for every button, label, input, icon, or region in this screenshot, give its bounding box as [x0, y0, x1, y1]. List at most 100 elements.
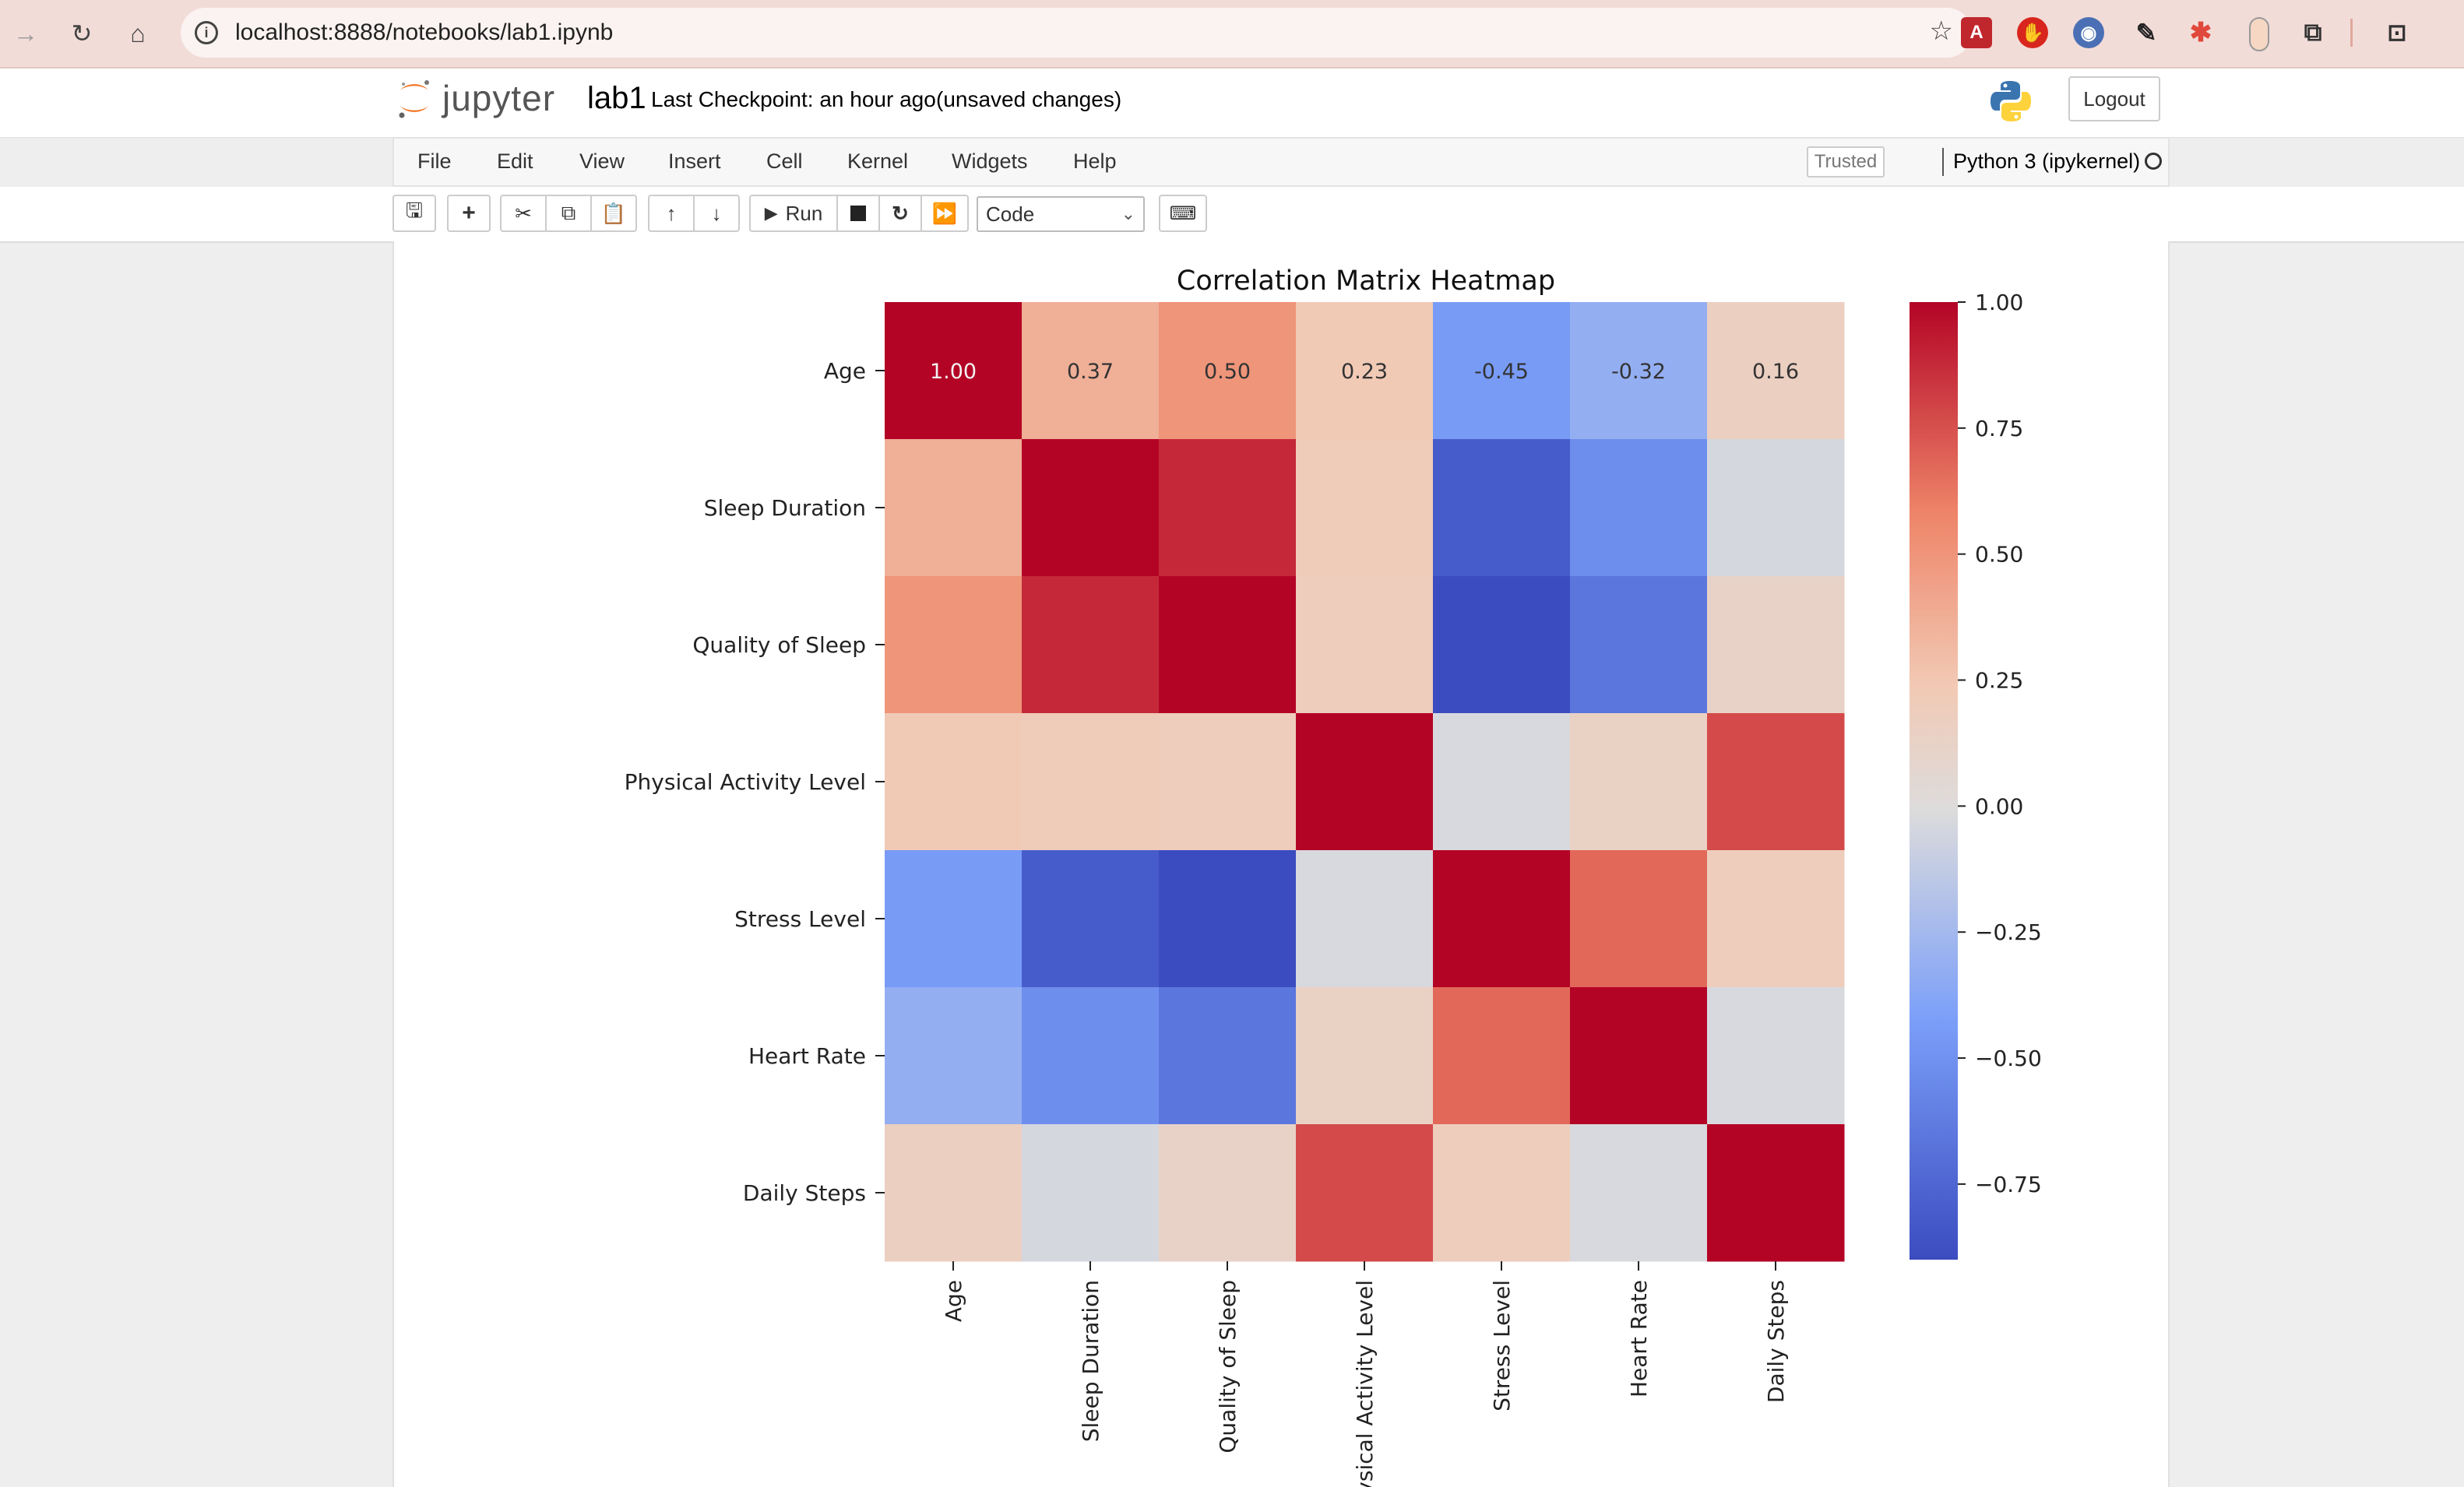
python-logo-icon	[1991, 81, 2031, 121]
trusted-badge[interactable]: Trusted	[1807, 146, 1885, 178]
reload-icon[interactable]: ↻	[71, 19, 93, 47]
heatmap-cell	[1433, 1124, 1571, 1262]
heatmap-cell	[1433, 713, 1571, 851]
url-text: localhost:8888/notebooks/lab1.ipynb	[235, 19, 614, 45]
heatmap-figure: Correlation Matrix Heatmap 1.00 0.37 0.50 0…	[625, 265, 2042, 1487]
heatmap-cell	[1296, 439, 1434, 577]
copy-button[interactable]: ⧉	[545, 195, 592, 232]
save-icon: 🖫	[405, 199, 424, 222]
restart-run-all-button[interactable]: ⏩	[920, 195, 969, 232]
unsaved-status: (unsaved changes)	[936, 87, 1122, 111]
x-tick-label: Stress Level	[1489, 1280, 1515, 1411]
save-button[interactable]: 🖫	[392, 195, 436, 232]
move-up-button[interactable]: ↑	[648, 195, 695, 232]
jupyter-logo[interactable]: jupyter	[397, 76, 555, 120]
jupyter-wordmark: jupyter	[442, 78, 556, 118]
move-up-icon: ↑	[666, 201, 677, 225]
back-arrow-icon[interactable]: →	[13, 19, 38, 47]
heatmap-cell	[1570, 713, 1708, 851]
heatmap-y-labels: Age Sleep Duration Quality of Sleep Physica…	[625, 358, 885, 1206]
cell-annotation: -0.32	[1611, 360, 1666, 384]
x-tick-label: Physical Activity Level	[1352, 1280, 1378, 1487]
menubar: File Edit View Insert Cell Kernel Widget…	[392, 137, 2170, 187]
heatmap-cell	[1296, 850, 1434, 988]
menu-kernel[interactable]: Kernel	[847, 149, 909, 173]
heatmap-cell	[1570, 439, 1708, 577]
add-cell-icon: +	[462, 200, 476, 226]
x-tick-label: Daily Steps	[1763, 1280, 1789, 1403]
home-icon[interactable]: ⌂	[130, 19, 146, 47]
address-bar[interactable]: i localhost:8888/notebooks/lab1.ipynb ☆	[181, 8, 1972, 58]
heatmap-cell	[885, 713, 1023, 851]
y-tick-label: Heart Rate	[748, 1043, 866, 1069]
heatmap-cell	[1570, 302, 1708, 440]
run-label: Run	[785, 201, 823, 225]
heatmap-cell	[1022, 302, 1160, 440]
add-cell-button[interactable]: +	[447, 195, 491, 232]
cell-annotation: 0.16	[1752, 360, 1799, 384]
tab-search-icon[interactable]: ⊡	[2387, 19, 2407, 46]
menu-edit[interactable]: Edit	[497, 149, 533, 173]
y-tick-label: Physical Activity Level	[625, 769, 866, 795]
adblock-extension-icon[interactable]: ✋	[2017, 17, 2048, 48]
heatmap-cell	[1707, 439, 1845, 577]
notebook-toolbar	[0, 187, 2464, 243]
stop-icon	[850, 206, 866, 221]
chevron-down-icon: ⌄	[1121, 204, 1135, 223]
cut-icon: ✂	[515, 201, 532, 225]
y-tick-label: Sleep Duration	[704, 495, 866, 521]
heatmap-cell	[1707, 302, 1845, 440]
menu-cell[interactable]: Cell	[766, 149, 803, 173]
move-down-button[interactable]: ↓	[693, 195, 740, 232]
kernel-divider	[1942, 148, 1944, 176]
heatmap-cell	[1022, 576, 1160, 714]
info-icon[interactable]: i	[195, 21, 218, 44]
colorbar-tick-label: 0.00	[1975, 793, 2023, 819]
menu-help[interactable]: Help	[1073, 149, 1117, 173]
kernel-name[interactable]: Python 3 (ipykernel)	[1953, 149, 2141, 173]
restart-button[interactable]: ↻	[878, 195, 922, 232]
colorbar-tick-label: −0.75	[1975, 1172, 2042, 1197]
cell-type-select[interactable]: Code ⌄	[977, 196, 1145, 232]
bookmark-star-icon[interactable]: ☆	[1929, 16, 1953, 46]
heatmap-cell	[885, 987, 1023, 1125]
heatmap-cell	[1433, 987, 1571, 1125]
cut-button[interactable]: ✂	[500, 195, 547, 232]
menu-insert[interactable]: Insert	[668, 149, 721, 173]
interrupt-button[interactable]	[836, 195, 880, 232]
run-icon: ▶	[764, 203, 778, 223]
globe-extension-icon[interactable]: ◉	[2073, 17, 2104, 48]
pdf-extension-icon[interactable]: A	[1961, 17, 1992, 48]
heatmap-cell	[1296, 987, 1434, 1125]
cell-annotation: -0.45	[1474, 360, 1529, 384]
heatmap-cell	[1159, 439, 1297, 577]
kernel-idle-indicator-icon	[2145, 153, 2162, 170]
menu-widgets[interactable]: Widgets	[952, 149, 1028, 173]
heatmap-cell	[1022, 1124, 1160, 1262]
heatmap-cell	[1707, 850, 1845, 988]
notebook-name[interactable]: lab1	[587, 81, 646, 115]
heatmap-cell	[1707, 576, 1845, 714]
chart-title: Correlation Matrix Heatmap	[1177, 265, 1555, 297]
run-button[interactable]: ▶ Run	[749, 195, 838, 232]
heatmap-cell	[1159, 1124, 1297, 1262]
heatmap-cell	[1433, 302, 1571, 440]
heatmap-cell	[885, 850, 1023, 988]
cell-type-value: Code	[986, 202, 1035, 226]
heatmap-annotations: 1.00 0.37 0.50 0.23 -0.45 -0.32 0.16	[930, 360, 1799, 384]
heatmap-cells	[885, 302, 1845, 1262]
menu-view[interactable]: View	[579, 149, 625, 173]
capsule-extension-icon[interactable]	[2249, 17, 2269, 51]
heatmap-cell	[1433, 850, 1571, 988]
move-down-icon: ↓	[711, 201, 722, 225]
x-tick-label: Heart Rate	[1626, 1280, 1652, 1397]
extensions-icon[interactable]: ⧉	[2304, 18, 2322, 46]
cell-annotation: 0.50	[1204, 360, 1251, 384]
menu-file[interactable]: File	[417, 149, 452, 173]
logout-button[interactable]: Logout	[2068, 76, 2160, 121]
colorbar	[1910, 302, 1958, 1260]
command-palette-button[interactable]: ⌨	[1159, 195, 1207, 232]
eyedropper-extension-icon[interactable]: ✎	[2135, 19, 2157, 47]
paste-button[interactable]: 📋	[590, 195, 637, 232]
puzzle-color-extension-icon[interactable]: ✱	[2189, 18, 2212, 47]
